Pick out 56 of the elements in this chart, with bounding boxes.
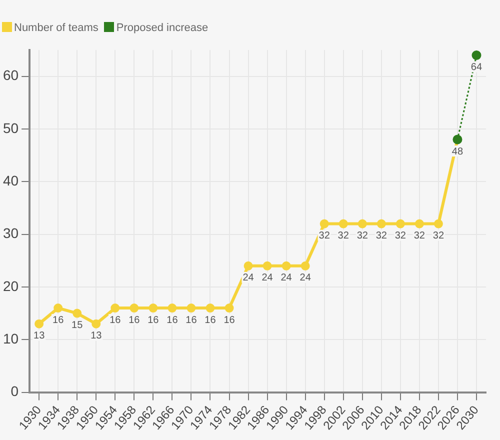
point: [396, 219, 405, 228]
data-label: 32: [338, 230, 350, 242]
point: [262, 261, 272, 270]
data-label: 15: [72, 320, 84, 332]
point: [92, 319, 101, 328]
data-label: 13: [90, 330, 102, 342]
data-label: 16: [148, 314, 160, 326]
y-tick-label: 20: [2, 278, 19, 294]
point: [472, 50, 482, 60]
y-tick-label: 10: [2, 330, 19, 346]
data-label: 32: [376, 230, 388, 242]
data-label: 13: [34, 330, 46, 342]
point: [244, 261, 253, 270]
data-label: 32: [432, 230, 444, 242]
point: [168, 304, 177, 313]
data-label: 24: [242, 272, 254, 284]
data-label: 32: [394, 230, 406, 242]
point: [358, 219, 367, 228]
y-tick-label: 0: [10, 383, 19, 400]
data-label: 16: [110, 314, 122, 326]
point: [54, 304, 63, 313]
data-label: 16: [166, 314, 178, 326]
point: [130, 304, 139, 313]
data-label: 16: [204, 314, 216, 326]
data-label: 64: [470, 62, 482, 74]
y-tick-label: 60: [2, 67, 19, 84]
point: [224, 304, 234, 313]
point: [148, 304, 158, 313]
y-tick-label: 40: [2, 172, 19, 189]
point: [414, 219, 424, 228]
point: [206, 304, 215, 313]
point: [376, 219, 386, 228]
y-tick-label: 50: [2, 120, 19, 136]
point: [338, 219, 348, 228]
data-label: 24: [280, 272, 292, 284]
data-label: 16: [186, 314, 198, 326]
point: [72, 308, 82, 318]
data-label: 16: [128, 314, 140, 326]
data-label: 32: [318, 230, 330, 242]
data-label: 24: [262, 272, 274, 284]
point: [434, 219, 443, 228]
legend-label: Proposed increase: [115, 22, 208, 34]
data-label: 32: [356, 230, 368, 242]
point: [300, 261, 310, 270]
data-label: 16: [52, 314, 64, 326]
data-label: 32: [414, 230, 426, 242]
data-label: 24: [300, 272, 312, 284]
legend-label: Number of teams: [13, 22, 98, 34]
point: [34, 319, 44, 328]
point: [186, 304, 196, 313]
point: [282, 261, 291, 270]
point: [110, 304, 120, 313]
point: [320, 219, 329, 228]
data-label: 16: [224, 314, 236, 326]
y-tick-label: 30: [2, 225, 19, 242]
data-label: 48: [452, 146, 464, 158]
